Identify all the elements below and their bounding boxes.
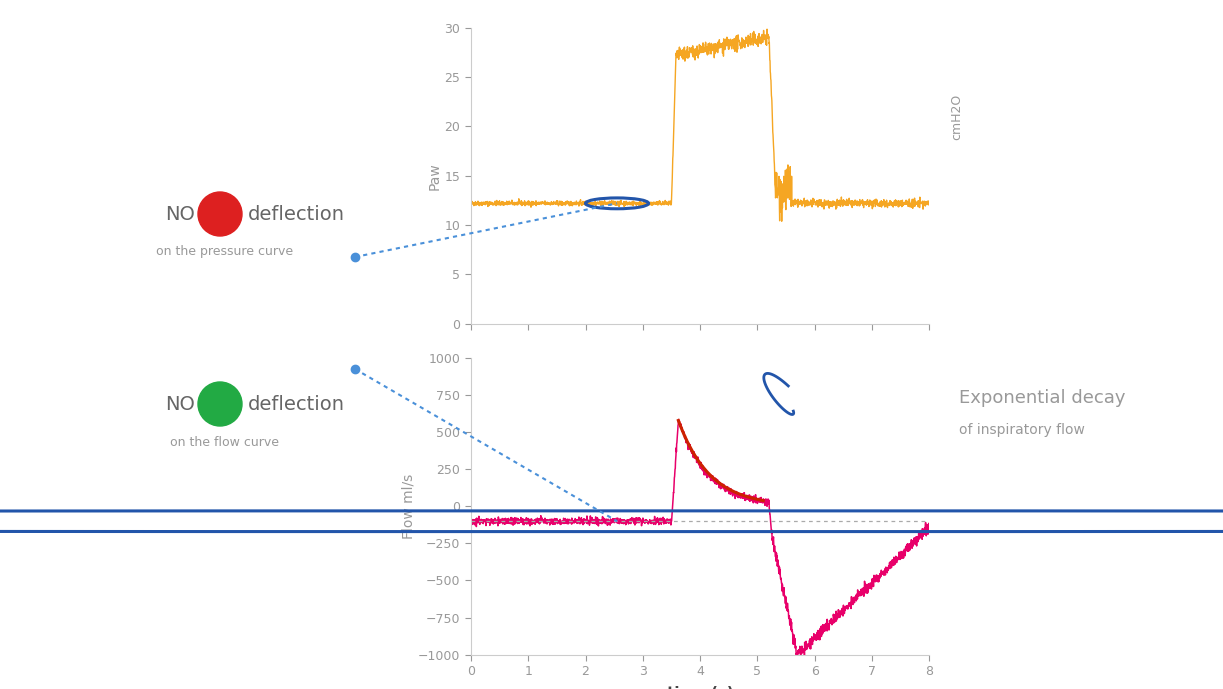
Y-axis label: Flow ml/s: Flow ml/s	[401, 474, 416, 539]
Text: deflection: deflection	[248, 205, 345, 223]
X-axis label: time (s): time (s)	[667, 686, 734, 689]
Text: cmH2O: cmH2O	[950, 93, 964, 140]
Text: on the flow curve: on the flow curve	[170, 435, 280, 449]
Circle shape	[198, 382, 242, 426]
Text: on the pressure curve: on the pressure curve	[157, 245, 294, 258]
Text: +: +	[213, 395, 227, 413]
Text: deflection: deflection	[248, 395, 345, 413]
Text: of inspiratory flow: of inspiratory flow	[960, 423, 1085, 437]
Text: NO: NO	[165, 395, 194, 413]
Text: Exponential decay: Exponential decay	[960, 389, 1126, 407]
Text: −: −	[213, 205, 227, 223]
Text: NO: NO	[165, 205, 194, 223]
Circle shape	[198, 192, 242, 236]
Y-axis label: Paw: Paw	[428, 162, 442, 189]
